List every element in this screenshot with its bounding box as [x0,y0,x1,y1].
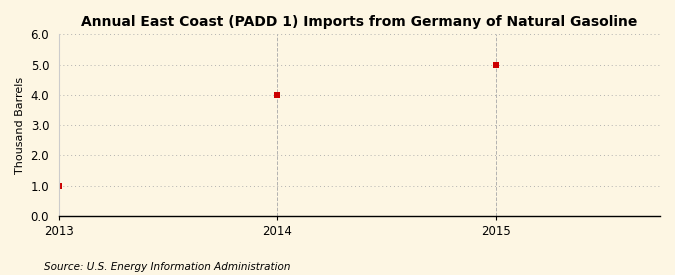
Text: Source: U.S. Energy Information Administration: Source: U.S. Energy Information Administ… [44,262,290,272]
Y-axis label: Thousand Barrels: Thousand Barrels [15,77,25,174]
Title: Annual East Coast (PADD 1) Imports from Germany of Natural Gasoline: Annual East Coast (PADD 1) Imports from … [81,15,638,29]
